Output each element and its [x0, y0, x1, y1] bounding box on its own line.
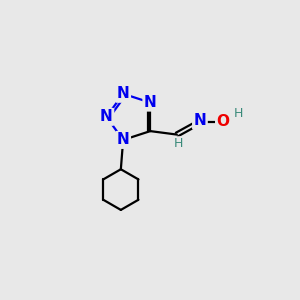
- Text: H: H: [173, 137, 183, 150]
- Text: N: N: [117, 86, 130, 101]
- Text: N: N: [144, 95, 157, 110]
- Text: N: N: [100, 109, 113, 124]
- Text: N: N: [117, 132, 130, 147]
- Text: N: N: [194, 113, 206, 128]
- Text: H: H: [233, 107, 243, 120]
- Text: O: O: [217, 114, 230, 129]
